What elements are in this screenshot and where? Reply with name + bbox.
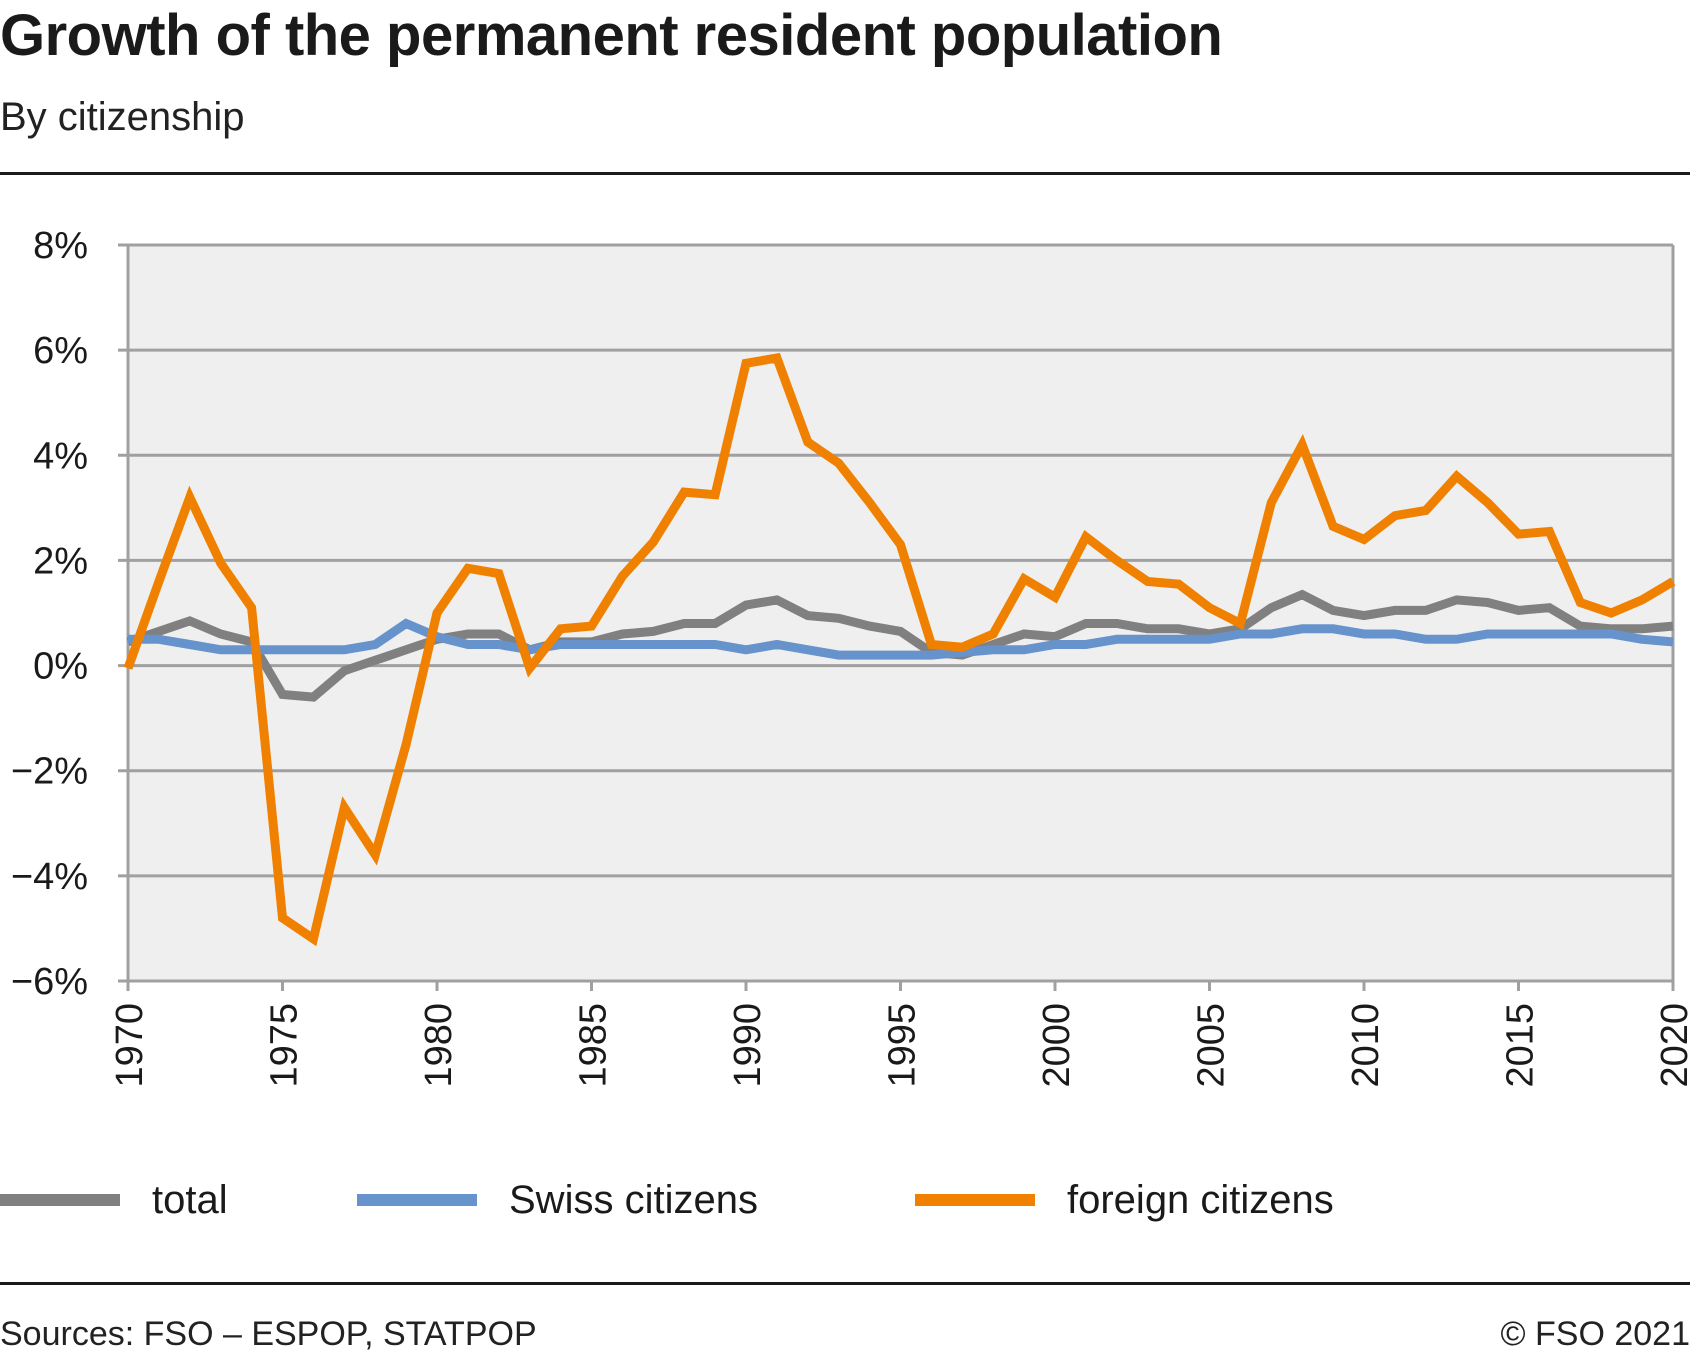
chart-subtitle: By citizenship: [0, 95, 245, 139]
x-tick-label: 2015: [1500, 1003, 1542, 1088]
legend-label-swiss: Swiss citizens: [509, 1177, 758, 1222]
y-tick-label: −2%: [11, 751, 88, 793]
copyright-note: © FSO 2021: [1500, 1315, 1690, 1353]
y-tick-label: 2%: [33, 540, 88, 582]
series-line-foreign-citizens: [123, 352, 1676, 947]
top-divider: [0, 172, 1690, 175]
legend-item-foreign: foreign citizens: [915, 1170, 1334, 1230]
legend: total Swiss citizens foreign citizens: [0, 1170, 1690, 1230]
y-tick-label: −4%: [11, 856, 88, 898]
x-tick-label: 2000: [1036, 1003, 1078, 1088]
legend-item-swiss: Swiss citizens: [357, 1170, 758, 1230]
y-tick-label: 8%: [33, 225, 88, 267]
x-tick-label: 2005: [1191, 1003, 1233, 1088]
line-chart: 8% 6% 4% 2% 0% −2% −4% −6% 1970 1975 1980 1985 1990 1…: [11, 225, 1690, 1088]
x-tick-label: 1985: [573, 1003, 615, 1088]
series-line-total: [126, 589, 1674, 702]
chart-title: Growth of the permanent resident populat…: [0, 3, 1223, 68]
plot-area: [128, 245, 1673, 981]
x-tick-label: 1970: [109, 1003, 151, 1088]
bottom-divider: [0, 1282, 1690, 1285]
sources-note: Sources: FSO – ESPOP, STATPOP: [0, 1315, 537, 1353]
legend-swatch-foreign: [915, 1194, 1035, 1206]
y-tick-label: 0%: [33, 646, 88, 688]
x-tick-label: 1975: [264, 1003, 306, 1088]
y-tick-label: 4%: [33, 435, 88, 477]
y-tick-label: 6%: [33, 330, 88, 372]
x-tick-label: 1980: [418, 1003, 460, 1088]
x-tick-label: 2020: [1654, 1003, 1690, 1088]
x-tick-label: 2010: [1345, 1003, 1387, 1088]
legend-swatch-total: [0, 1194, 120, 1206]
series-line-swiss-citizens: [128, 618, 1674, 660]
legend-label-foreign: foreign citizens: [1067, 1177, 1334, 1222]
legend-label-total: total: [152, 1177, 228, 1222]
x-tick-label: 1990: [727, 1003, 769, 1088]
x-tick-label: 1995: [882, 1003, 924, 1088]
legend-item-total: total: [0, 1170, 228, 1230]
y-tick-label: −6%: [11, 961, 88, 1003]
legend-swatch-swiss: [357, 1194, 477, 1206]
